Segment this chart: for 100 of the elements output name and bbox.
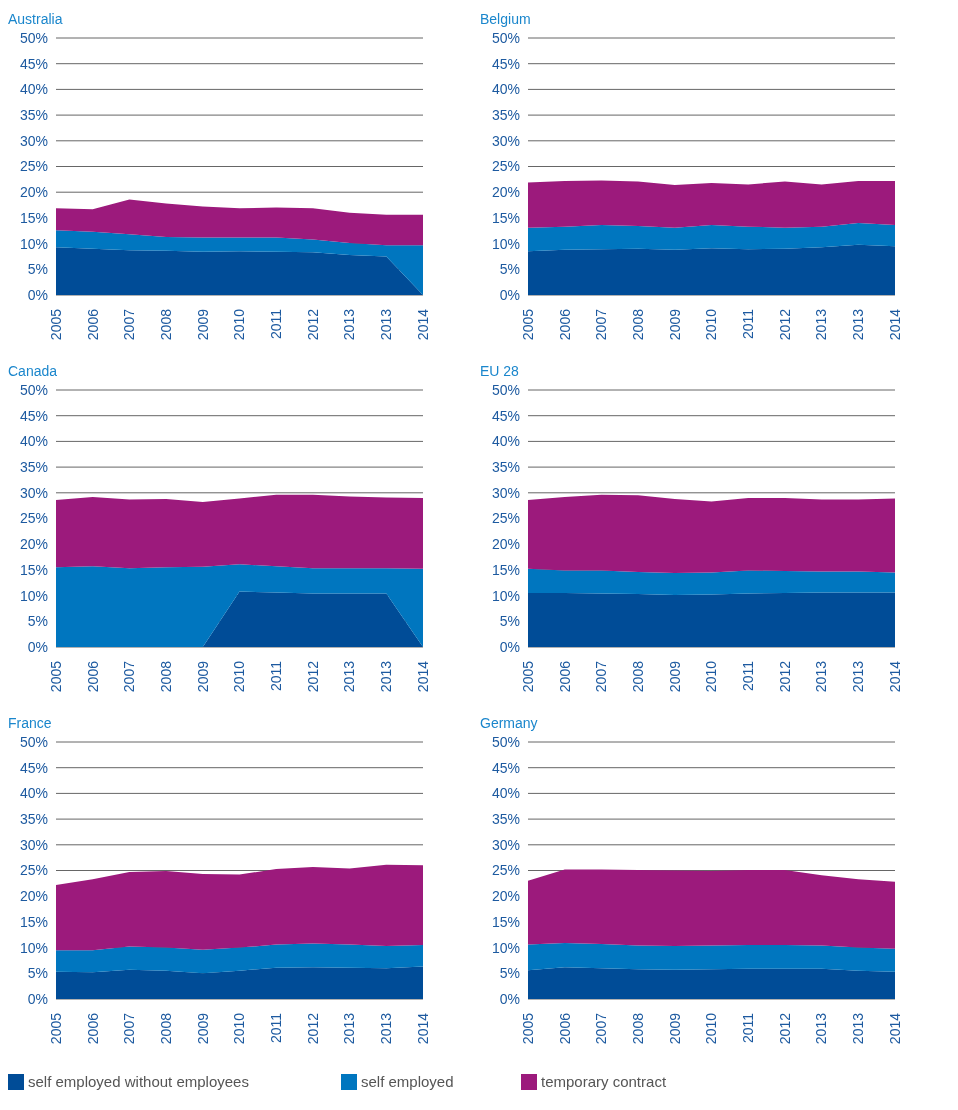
- y-tick-label: 5%: [499, 613, 520, 630]
- x-tick-label: 2013: [813, 308, 830, 341]
- x-tick-label: 2012: [304, 308, 321, 341]
- x-tick-label: 2013: [850, 1012, 867, 1045]
- y-tick-label: 5%: [499, 965, 520, 982]
- x-tick-label: 2009: [666, 1012, 683, 1045]
- y-tick-label: 25%: [19, 158, 48, 175]
- y-tick-label: 30%: [491, 484, 520, 501]
- x-tick-label: 2008: [630, 1012, 646, 1045]
- legend-label: self employed without employees: [28, 1072, 249, 1092]
- x-tick-label: 2006: [556, 1012, 573, 1045]
- x-tick-label: 2005: [47, 308, 64, 341]
- y-tick-label: 0%: [27, 638, 48, 655]
- y-tick-label: 35%: [491, 107, 520, 124]
- legend-label: temporary contract: [541, 1072, 667, 1092]
- chart-title: Belgium: [480, 10, 532, 29]
- x-tick-label: 2009: [666, 308, 683, 341]
- x-tick-label: 2005: [47, 660, 64, 693]
- x-tick-label: 2011: [268, 660, 285, 692]
- x-tick-label: 2006: [556, 660, 573, 693]
- y-tick-label: 45%: [19, 759, 48, 776]
- x-tick-label: 2007: [593, 660, 610, 693]
- x-tick-label: 2012: [304, 1012, 321, 1045]
- x-tick-label: 2012: [304, 660, 321, 693]
- y-tick-label: 20%: [491, 184, 520, 201]
- y-tick-label: 50%: [491, 29, 520, 46]
- x-tick-label: 2013: [813, 1012, 830, 1045]
- x-tick-label: 2008: [158, 1012, 174, 1045]
- y-tick-label: 20%: [19, 536, 48, 553]
- y-tick-label: 15%: [19, 561, 48, 578]
- x-tick-label: 2013: [850, 308, 867, 341]
- y-tick-label: 15%: [19, 913, 48, 930]
- x-tick-label: 2006: [84, 308, 101, 341]
- x-tick-label: 2011: [740, 1012, 757, 1044]
- y-tick-label: 15%: [491, 561, 520, 578]
- x-tick-label: 2008: [630, 660, 646, 693]
- y-tick-label: 45%: [19, 55, 48, 72]
- x-tick-label: 2013: [378, 1012, 395, 1045]
- y-tick-label: 0%: [499, 286, 520, 303]
- x-tick-label: 2014: [414, 308, 431, 341]
- y-tick-label: 25%: [491, 158, 520, 175]
- x-tick-label: 2014: [886, 1012, 903, 1045]
- y-tick-label: 25%: [19, 862, 48, 879]
- y-tick-label: 40%: [491, 785, 520, 802]
- y-tick-label: 25%: [19, 510, 48, 527]
- x-tick-label: 2008: [158, 308, 174, 341]
- x-tick-label: 2012: [776, 1012, 793, 1045]
- x-tick-label: 2006: [84, 660, 101, 693]
- x-tick-label: 2013: [341, 308, 358, 341]
- x-tick-label: 2013: [813, 660, 830, 693]
- chart-title: Canada: [8, 362, 59, 381]
- x-tick-label: 2014: [414, 660, 431, 693]
- y-tick-label: 30%: [491, 836, 520, 853]
- y-tick-label: 0%: [499, 990, 520, 1007]
- x-tick-label: 2014: [886, 660, 903, 693]
- y-tick-label: 20%: [491, 888, 520, 905]
- y-tick-label: 40%: [491, 433, 520, 450]
- x-tick-label: 2010: [703, 308, 720, 341]
- x-tick-label: 2007: [121, 308, 138, 341]
- x-tick-label: 2014: [414, 1012, 431, 1045]
- y-tick-label: 10%: [19, 587, 48, 604]
- y-tick-label: 50%: [19, 29, 48, 46]
- y-tick-label: 20%: [491, 536, 520, 553]
- y-tick-label: 10%: [19, 235, 48, 252]
- y-tick-label: 10%: [19, 939, 48, 956]
- y-tick-label: 10%: [491, 939, 520, 956]
- x-tick-label: 2010: [231, 660, 248, 693]
- y-tick-label: 30%: [491, 132, 520, 149]
- legend-label: self employed: [361, 1072, 454, 1092]
- chart-title: EU 28: [480, 362, 520, 381]
- x-tick-label: 2009: [666, 660, 683, 693]
- x-tick-label: 2013: [850, 660, 867, 693]
- y-tick-label: 15%: [491, 913, 520, 930]
- chart-title: Germany: [480, 714, 539, 733]
- y-tick-label: 50%: [491, 733, 520, 750]
- x-tick-label: 2006: [556, 308, 573, 341]
- y-tick-label: 30%: [19, 484, 48, 501]
- y-tick-label: 40%: [19, 433, 48, 450]
- x-tick-label: 2007: [593, 308, 610, 341]
- x-tick-label: 2011: [740, 660, 757, 692]
- y-tick-label: 15%: [491, 209, 520, 226]
- x-tick-label: 2013: [341, 1012, 358, 1045]
- y-tick-label: 30%: [19, 132, 48, 149]
- x-tick-label: 2008: [630, 308, 646, 341]
- x-tick-label: 2011: [268, 308, 285, 340]
- y-tick-label: 20%: [19, 184, 48, 201]
- x-tick-label: 2010: [231, 308, 248, 341]
- x-tick-label: 2014: [886, 308, 903, 341]
- y-tick-label: 45%: [491, 407, 520, 424]
- y-tick-label: 35%: [19, 459, 48, 476]
- y-tick-label: 10%: [491, 235, 520, 252]
- y-tick-label: 15%: [19, 209, 48, 226]
- y-tick-label: 35%: [19, 107, 48, 124]
- x-tick-label: 2009: [194, 1012, 211, 1045]
- y-tick-label: 5%: [27, 613, 48, 630]
- chart-title: Australia: [8, 10, 64, 29]
- y-tick-label: 45%: [19, 407, 48, 424]
- y-tick-label: 0%: [27, 286, 48, 303]
- x-tick-label: 2005: [519, 660, 536, 693]
- x-tick-label: 2011: [740, 308, 757, 340]
